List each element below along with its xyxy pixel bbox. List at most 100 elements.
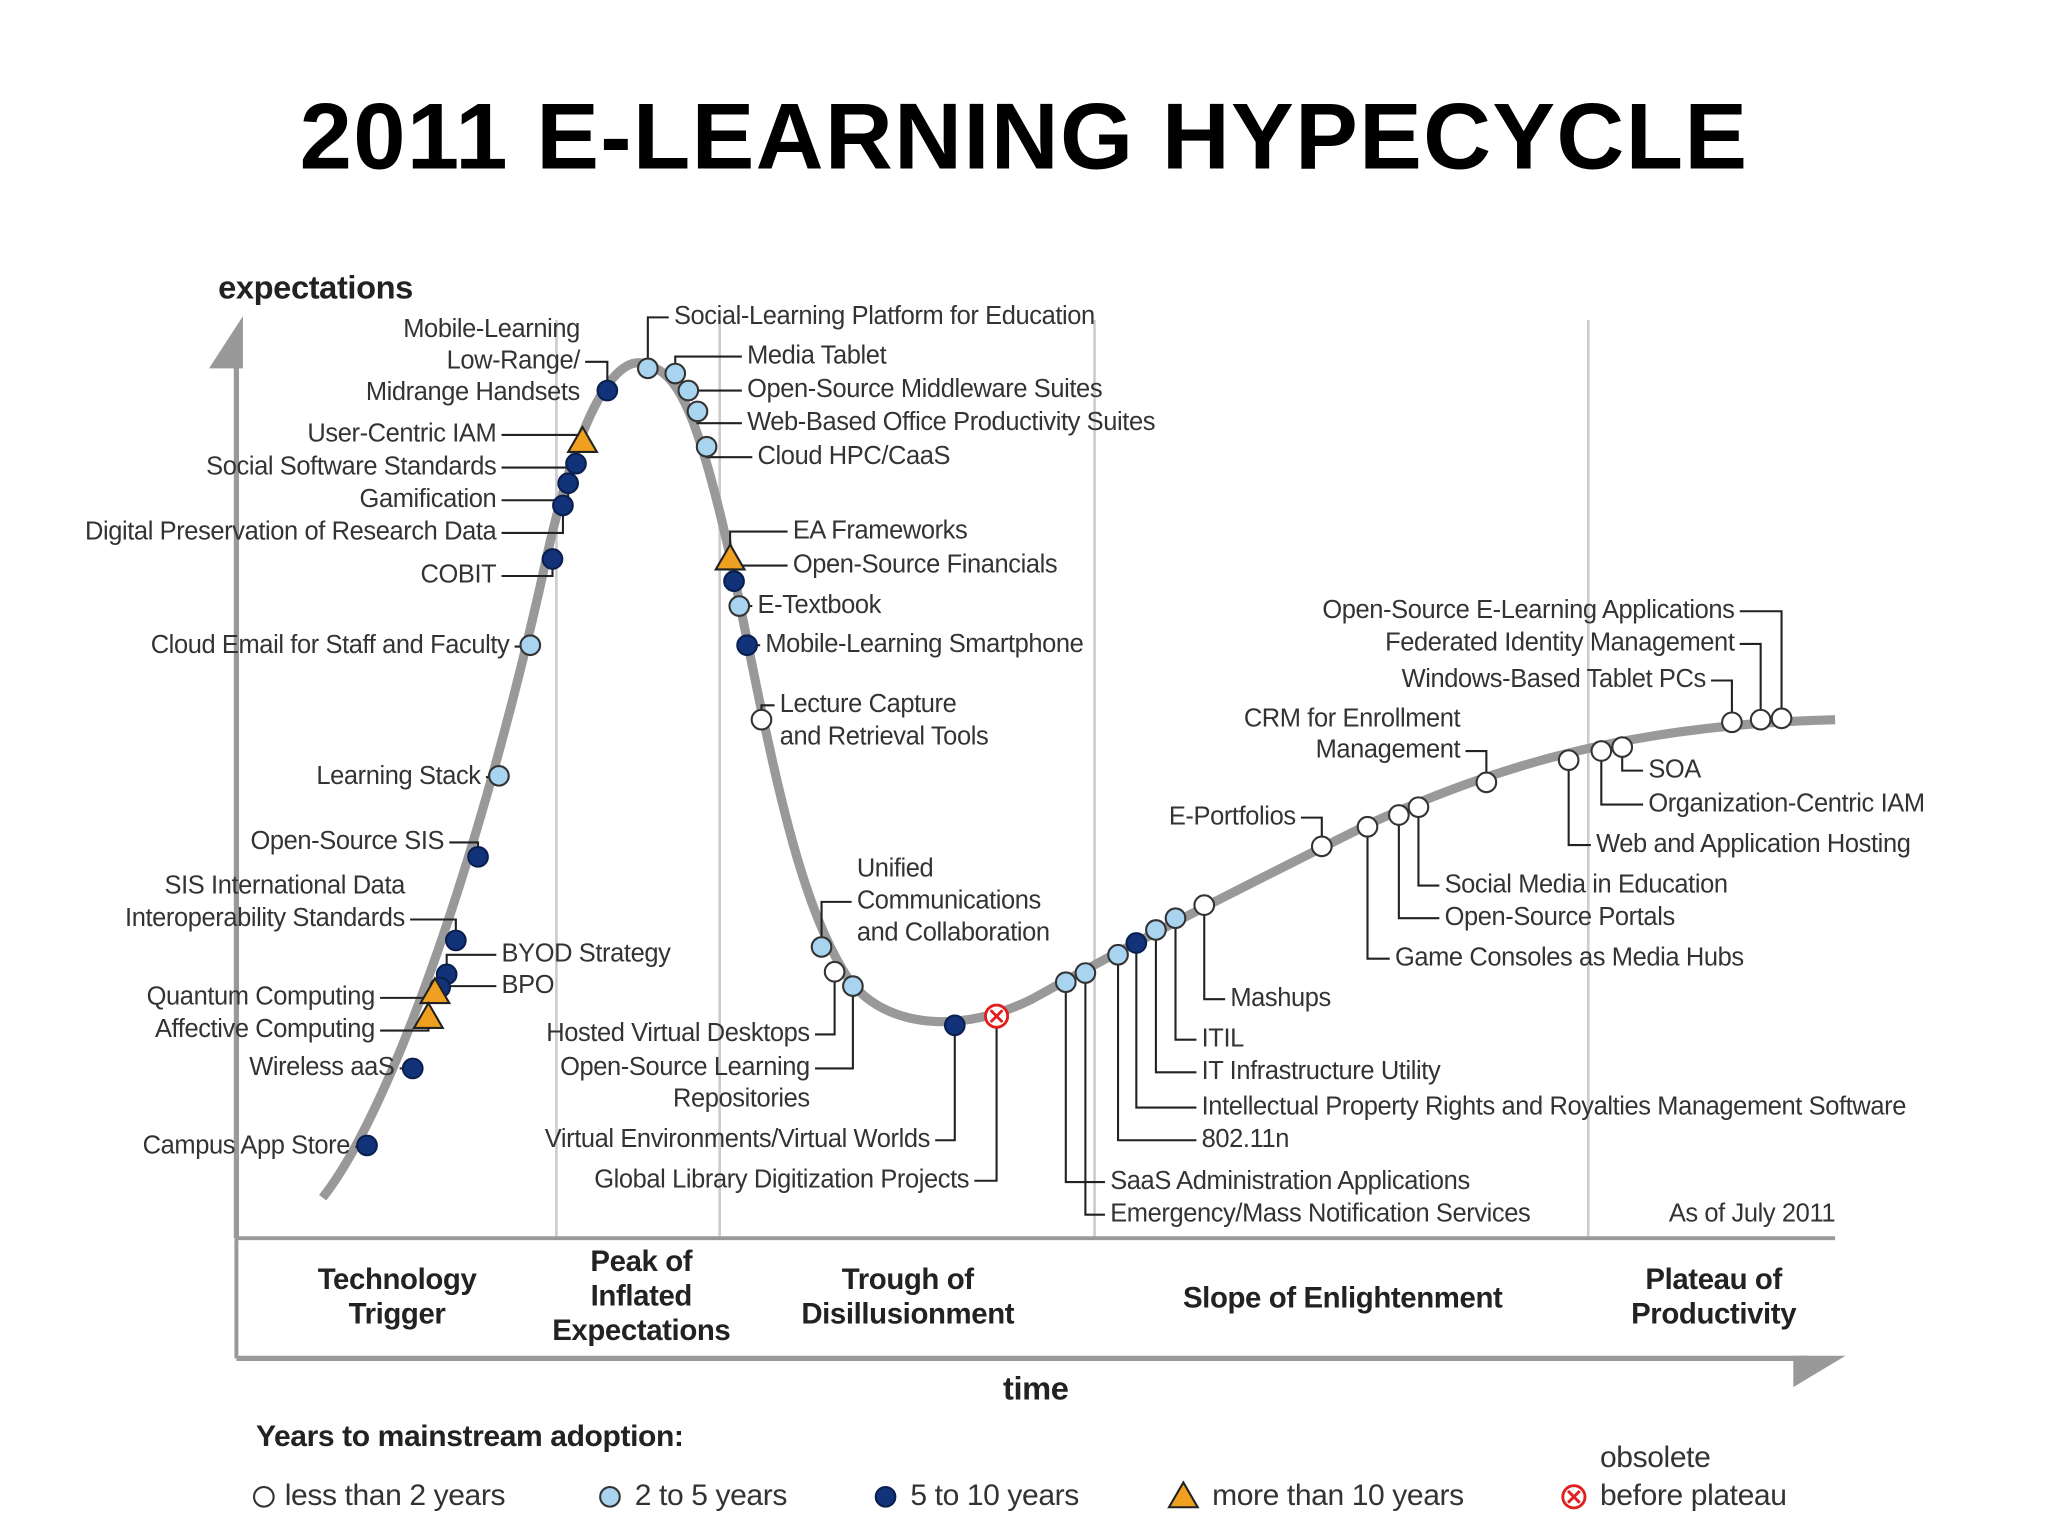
node-label: and Retrieval Tools <box>780 723 989 751</box>
phase-label: Slope of Enlightenment <box>1183 1281 1503 1314</box>
circle <box>842 975 864 997</box>
circle <box>810 936 833 958</box>
node-label: Game Consoles as Media Hubs <box>1395 943 1744 971</box>
circle <box>636 357 659 380</box>
leader-line <box>815 971 836 1036</box>
node-label: Web-Based Office Productivity Suites <box>747 408 1155 436</box>
leader-line <box>1397 815 1440 920</box>
node-label: EA Frameworks <box>793 516 968 544</box>
marker-white <box>1407 796 1430 819</box>
node-label: Communications <box>857 887 1041 915</box>
node-label: Repositories <box>673 1084 810 1112</box>
phase-label: Inflated <box>591 1279 692 1312</box>
node-label: Lecture Capture <box>780 690 957 718</box>
marker-white <box>1770 707 1793 730</box>
node-label: Mashups <box>1230 984 1331 1012</box>
node-label: and Collaboration <box>857 919 1050 947</box>
node-label: Global Library Digitization Projects <box>594 1165 969 1193</box>
leader-line <box>820 900 852 947</box>
x-axis-label: time <box>1003 1370 1069 1407</box>
marker-light <box>686 400 709 423</box>
node-label: Quantum Computing <box>147 983 375 1011</box>
circle <box>1125 932 1148 954</box>
node-label: Open-Source Middleware Suites <box>747 375 1102 403</box>
marker-obsolete <box>984 1003 1010 1029</box>
phase-label: Trigger <box>349 1298 446 1331</box>
leader-line <box>935 1025 956 1142</box>
phase-label: Peak of <box>590 1245 692 1278</box>
leader-line <box>1154 929 1197 1074</box>
circle <box>728 595 751 617</box>
marker-triangle <box>566 425 599 453</box>
leader-line <box>1711 679 1733 723</box>
circle <box>1749 708 1772 731</box>
node-label: Open-Source Portals <box>1445 903 1675 931</box>
circle <box>599 1485 621 1508</box>
marker-light <box>1074 962 1097 984</box>
phase-label: Productivity <box>1631 1298 1797 1331</box>
node-label: Media Tablet <box>747 341 886 369</box>
cross <box>989 1009 1004 1024</box>
node-label: SIS International Data <box>164 872 406 900</box>
node-label: IT Infrastructure Utility <box>1202 1057 1441 1085</box>
marker-dark <box>401 1057 424 1080</box>
marker-dark <box>356 1134 378 1157</box>
marker-triangle <box>713 542 747 571</box>
marker-dark <box>736 634 758 657</box>
axes <box>208 316 1846 1388</box>
circle <box>519 634 542 657</box>
circle <box>1145 919 1167 941</box>
node-label: Emergency/Mass Notification Services <box>1110 1199 1530 1227</box>
circle <box>557 472 580 495</box>
cross <box>1566 1489 1581 1504</box>
node-label: E-Portfolios <box>1169 802 1296 830</box>
marker-white <box>1749 708 1772 731</box>
marker-light <box>488 764 510 787</box>
node-label: Management <box>1316 736 1461 764</box>
marker-triangle <box>412 1001 445 1029</box>
marker-triangle <box>1167 1480 1200 1509</box>
legend-label: obsolete <box>1600 1441 1710 1474</box>
node-label: E-Textbook <box>758 591 882 619</box>
node-label: Social-Learning Platform for Education <box>674 302 1095 330</box>
marker-triangle <box>418 976 452 1005</box>
node-label: 802.11n <box>1202 1125 1289 1153</box>
leader-line <box>974 1016 998 1182</box>
marker-light <box>695 435 718 458</box>
marker-dark <box>596 379 619 402</box>
marker-dark <box>723 570 745 593</box>
circle <box>723 570 745 593</box>
phase-label: Technology <box>318 1263 478 1296</box>
node-label: SaaS Administration Applications <box>1110 1167 1470 1195</box>
marker-light <box>519 634 542 657</box>
marker-light <box>1145 919 1167 941</box>
circle <box>1557 749 1580 772</box>
leader-line <box>1116 954 1197 1142</box>
circle <box>1356 815 1379 838</box>
triangle <box>713 542 747 571</box>
node-label: Organization-Centric IAM <box>1648 789 1924 817</box>
circle <box>1310 835 1333 858</box>
circle <box>874 1485 897 1508</box>
marker-white <box>1193 894 1216 916</box>
marker-white <box>1611 736 1634 758</box>
circle <box>664 362 687 385</box>
node-label: Learning Stack <box>316 762 481 790</box>
circle <box>1407 796 1430 819</box>
leader-line <box>646 316 669 369</box>
node-label: Open-Source E-Learning Applications <box>1322 596 1734 624</box>
marker-dark <box>552 494 574 517</box>
circle <box>1611 736 1634 758</box>
marker-dark <box>943 1014 966 1037</box>
marker-light <box>599 1485 621 1508</box>
circle <box>823 960 846 983</box>
circle <box>1193 894 1216 916</box>
leader-line <box>1203 905 1226 1001</box>
node-label: Gamification <box>360 485 497 513</box>
node-label: SOA <box>1648 755 1701 783</box>
leader-line <box>501 433 584 442</box>
legend-label: less than 2 years <box>285 1479 505 1512</box>
marker-dark <box>557 472 580 495</box>
marker-white <box>1721 711 1743 734</box>
